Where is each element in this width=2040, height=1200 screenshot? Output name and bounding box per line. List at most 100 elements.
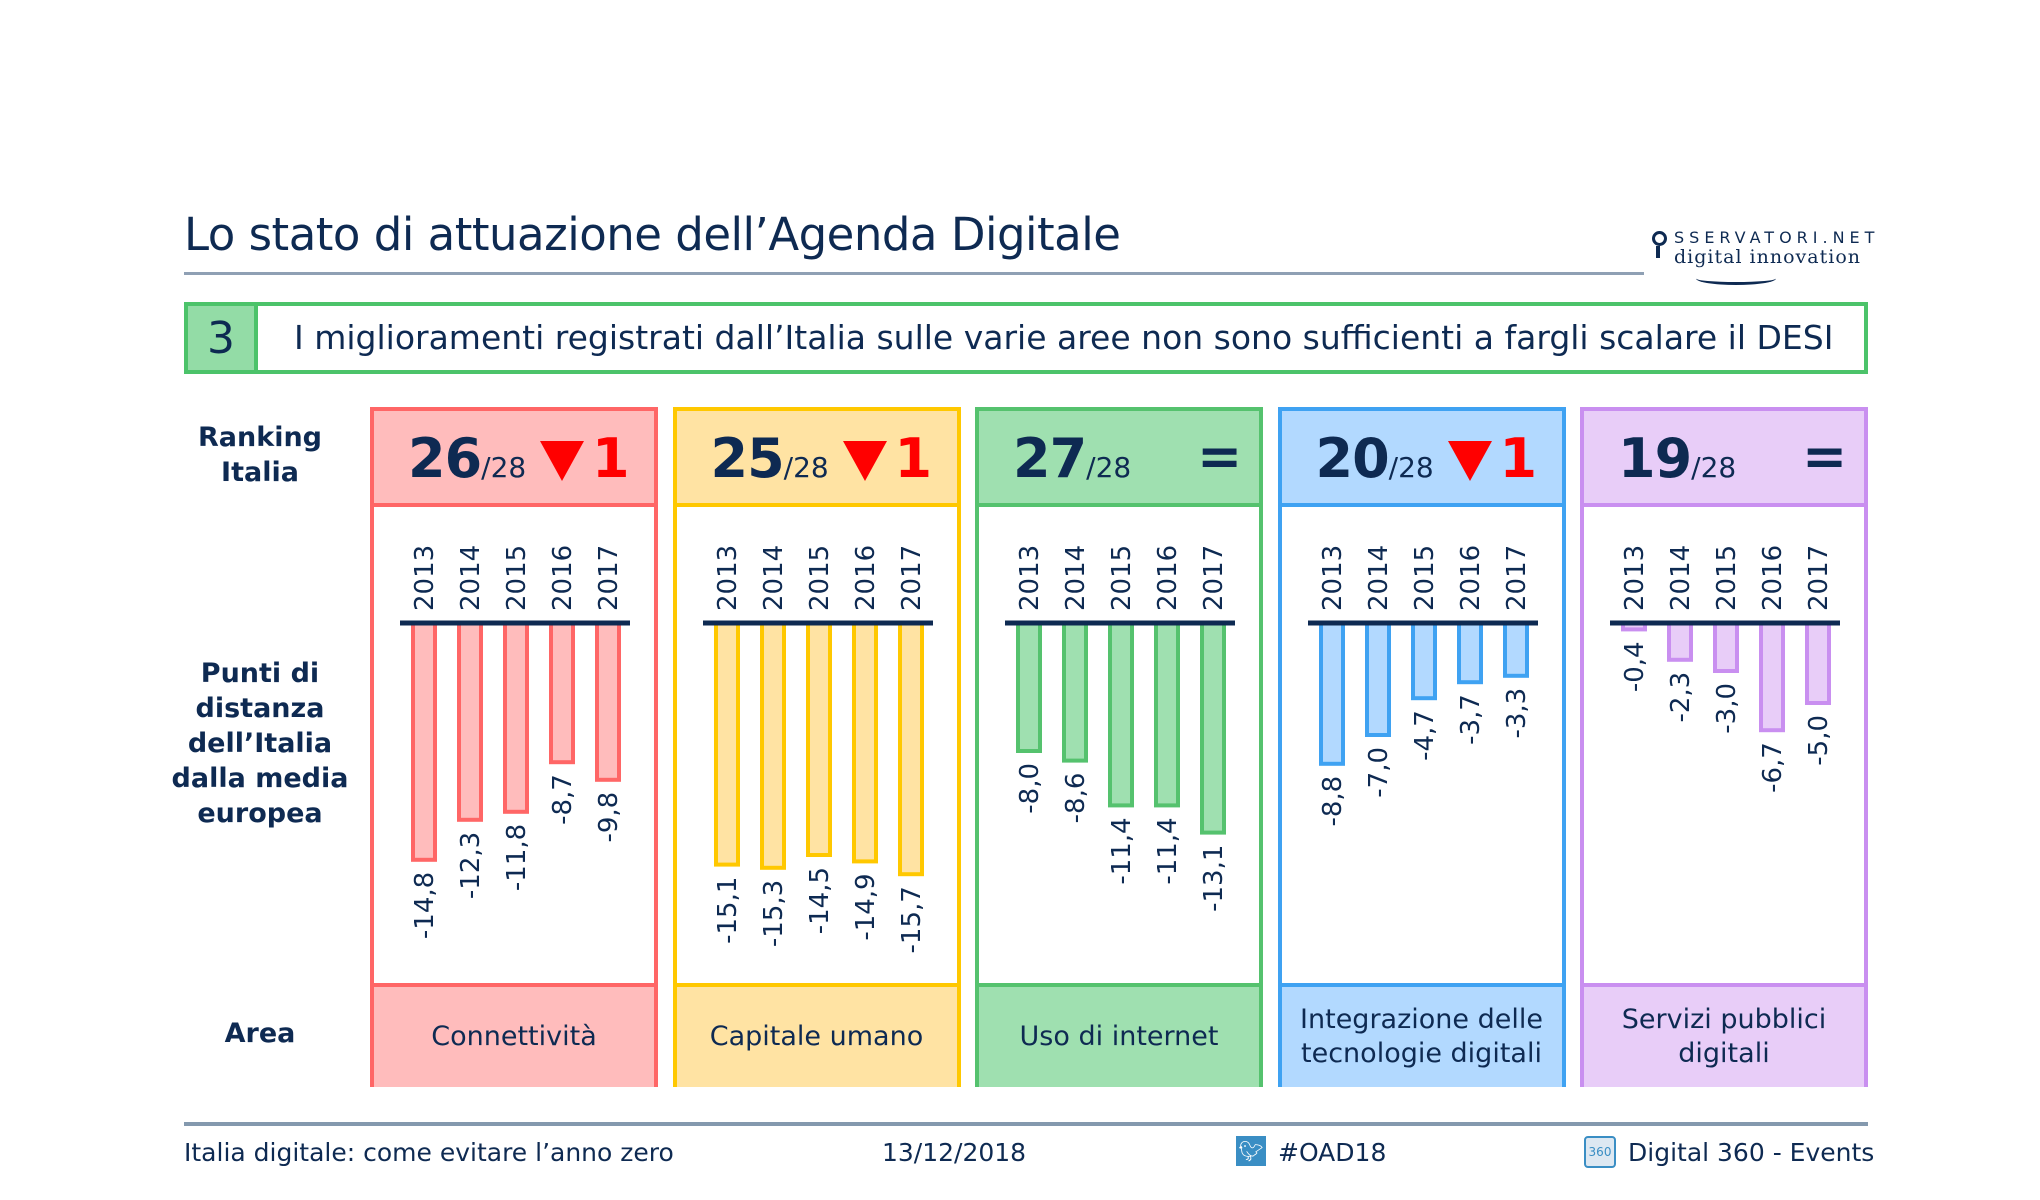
area-name: Servizi pubblici digitali [1584,983,1864,1087]
bar [503,621,529,814]
value-label: -3,3 [1502,688,1532,739]
year-label: 2016 [851,545,881,611]
magnifier-icon [1652,231,1667,246]
rank-position: 19 [1618,427,1692,490]
value-label: -11,4 [1107,817,1137,884]
value-label: -7,0 [1364,747,1394,798]
down-arrow-icon [1447,441,1492,481]
bar-chart: 2013 -8,8 2014 -7,0 2015 -4,7 2016 -3,7 2017 -3,3 [1307,545,1538,827]
panel-4: 20/28 1 Integrazione delle tecnologie dig… [1277,407,1566,1087]
value-label: -4,7 [1410,710,1440,761]
logo-line1: SSERVATORI.NET [1674,228,1880,247]
rank-unchanged: = [1802,425,1848,488]
year-label: 2017 [594,545,624,611]
year-label: 2013 [410,545,440,611]
ranking-header: 19/28 = [1584,411,1864,507]
panel-3: 27/28 = Uso di internet 2013 -8,0 2014 -8,6 20… [975,407,1263,1087]
year-label: 2016 [1758,545,1788,611]
rank-unchanged: = [1197,425,1243,488]
digital360-icon: 360 [1584,1136,1616,1168]
banner-number: 3 [188,306,258,370]
ranking-header: 20/28 1 [1281,411,1562,507]
rank-total: /28 [1691,451,1737,484]
year-label: 2013 [1015,545,1045,611]
year-label: 2017 [897,545,927,611]
bar-chart: 2013 -14,8 2014 -12,3 2015 -11,8 2016 -8,7 2017 -… [400,545,630,939]
bar [1502,621,1529,678]
year-label: 2016 [1456,545,1486,611]
year-label: 2017 [1502,545,1532,611]
rank-value: 20/28 [1316,427,1434,490]
year-label: 2013 [1318,545,1348,611]
rank-value: 26/28 [408,427,526,490]
bar [805,621,832,857]
footer-organizer: Digital 360 - Events [1628,1138,1875,1167]
ranking-header: 25/28 1 [676,411,957,507]
logo-line2: digital innovation [1674,246,1861,268]
value-label: -6,7 [1758,742,1788,793]
rank-position: 27 [1013,427,1087,490]
footer-event: Italia digitale: come evitare l’anno zer… [184,1138,674,1167]
year-label: 2015 [1107,545,1137,611]
year-label: 2014 [759,545,789,611]
page-title: Lo stato di attuazione dell’Agenda Digit… [184,208,1121,261]
bar [549,621,575,765]
bar-chart: 2013 -15,1 2014 -15,3 2015 -14,5 2016 -14,9 2017… [702,545,933,953]
year-label: 2015 [1410,545,1440,611]
value-label: -5,0 [1804,715,1834,766]
rank-position: 20 [1315,427,1390,490]
area-name: Integrazione delle tecnologie digitali [1281,983,1562,1087]
rank-value: 25/28 [711,427,829,490]
rank-total: /28 [481,451,527,484]
bar [1318,621,1345,766]
bar [457,621,483,822]
year-label: 2016 [548,545,578,611]
bar [1410,621,1437,701]
panel-5: 19/28 = Servizi pubblici digitali 2013 -0,4… [1580,407,1868,1087]
value-label: -3,0 [1712,683,1742,734]
bar [1016,621,1042,753]
value-label: -3,7 [1456,694,1486,745]
bar [1062,621,1088,763]
year-label: 2014 [1061,545,1091,611]
value-label: -12,3 [456,832,486,899]
year-label: 2017 [1804,545,1834,611]
ranking-label: Ranking Italia [198,422,322,488]
rank-total: /28 [783,451,829,484]
rank-total: /28 [1388,451,1434,484]
bar [1759,621,1785,733]
rank-position: 25 [710,427,785,490]
points-label: Punti di distanza dell’Italia dalla medi… [171,658,349,829]
rank-change: 1 [1499,427,1538,490]
footer-divider [184,1122,1868,1126]
year-label: 2015 [805,545,835,611]
year-label: 2014 [1364,545,1394,611]
year-label: 2013 [1620,545,1650,611]
bar [1154,621,1180,808]
area-name: Uso di internet [979,983,1259,1087]
logo-swash [1696,272,1776,285]
year-label: 2015 [1712,545,1742,611]
rank-value: 27/28 [1013,427,1131,490]
down-arrow-icon [540,441,584,481]
bar [1364,621,1391,737]
value-label: -8,0 [1015,763,1045,814]
key-message-banner: 3 I miglioramenti registrati dall’Italia… [184,302,1868,374]
bar [1108,621,1134,808]
rank-value: 19/28 [1618,427,1736,490]
down-arrow-icon [842,441,887,481]
value-label: -8,6 [1061,773,1091,824]
rank-change: 1 [592,427,630,490]
value-label: -13,1 [1199,845,1229,912]
osservatori-logo: SSERVATORI.NET digital innovation [1650,228,1874,288]
bar [1805,621,1831,705]
rank-total: /28 [1086,451,1132,484]
twitter-icon: 🐦︎ [1236,1136,1266,1166]
panel-1: 26/28 1 Connettività 2013 -14,8 2014 -12,3 201… [370,407,658,1087]
area-name: Connettività [374,983,654,1087]
year-label: 2015 [502,545,532,611]
value-label: -14,5 [805,867,835,934]
value-label: -0,4 [1620,641,1650,692]
value-label: -15,7 [897,886,927,953]
value-label: -8,8 [1318,776,1348,827]
